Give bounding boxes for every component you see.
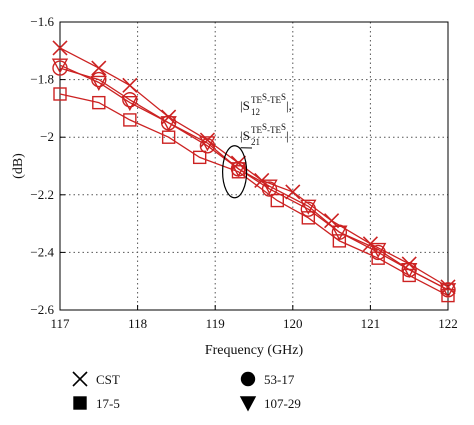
data-point-53-17 <box>300 201 317 217</box>
series-lines <box>59 47 449 297</box>
annotation-label-s21: |S21TES-TES| <box>240 122 289 147</box>
data-point-53-17 <box>122 92 138 108</box>
y-tick-label: −2 <box>40 129 54 144</box>
data-point-53-17 <box>261 181 278 197</box>
data-point-17-5 <box>123 113 137 127</box>
x-tick-label: 117 <box>50 316 70 331</box>
data-point-107-29 <box>401 262 418 279</box>
y-tick-label: −2.6 <box>30 302 54 317</box>
data-point-CST <box>199 132 216 148</box>
data-point-107-29 <box>439 283 457 299</box>
data-point-17-5 <box>371 251 385 265</box>
data-point-17-5 <box>270 193 284 208</box>
x-axis-ticks: 117 118 119 120 121 122 <box>50 305 458 331</box>
annotation-ellipse <box>222 145 248 199</box>
legend: CST 53-17 17-5 107-29 <box>72 371 301 412</box>
data-point-17-5 <box>332 234 347 248</box>
y-tick-label: −2.2 <box>30 187 54 202</box>
data-point-107-29 <box>300 199 317 215</box>
data-point-CST <box>91 60 107 76</box>
annotation-label-s12: |S12TES-TES|, <box>240 92 292 117</box>
x-tick-label: 121 <box>361 316 381 331</box>
y-tick-label: −1.8 <box>30 72 54 87</box>
data-point-CST <box>362 236 378 252</box>
data-point-17-5 <box>301 211 316 225</box>
data-point-107-29 <box>230 162 247 178</box>
series-markers <box>51 40 457 303</box>
legend-item-17-5: 17-5 <box>73 396 120 411</box>
data-point-107-29 <box>199 136 216 152</box>
legend-marker-17-5 <box>73 396 87 410</box>
legend-label: 107-29 <box>264 396 301 411</box>
data-point-CST <box>122 77 138 93</box>
annotation: |S12TES-TES|, |S21TES-TES| <box>222 92 292 199</box>
data-point-CST <box>285 184 301 200</box>
legend-label: CST <box>96 372 120 387</box>
series-line-17-5 <box>59 93 449 297</box>
data-point-107-29 <box>369 242 387 258</box>
data-point-107-29 <box>51 58 69 74</box>
data-point-53-17 <box>52 60 68 76</box>
x-tick-label: 122 <box>438 316 458 331</box>
data-point-53-17 <box>370 244 386 261</box>
data-point-53-17 <box>199 138 216 154</box>
legend-item-107-29: 107-29 <box>239 396 301 412</box>
data-point-53-17 <box>91 71 107 88</box>
series-line-CST <box>59 47 449 288</box>
y-axis-title: (dB) <box>11 153 26 179</box>
x-tick-label: 120 <box>283 316 303 331</box>
x-axis-title: Frequency (GHz) <box>205 343 304 358</box>
x-tick-label: 119 <box>206 316 225 331</box>
data-point-107-29 <box>121 95 139 112</box>
grid <box>59 21 449 311</box>
legend-item-CST: CST <box>72 371 120 387</box>
x-tick-label: 118 <box>128 316 147 331</box>
data-point-17-5 <box>53 87 67 101</box>
data-point-107-29 <box>160 116 177 132</box>
legend-marker-CST <box>72 371 88 387</box>
plot-frame <box>59 21 449 311</box>
data-point-17-5 <box>402 268 416 283</box>
data-point-CST <box>440 279 456 295</box>
data-point-17-5 <box>92 95 106 110</box>
legend-label: 17-5 <box>96 396 120 411</box>
legend-marker-107-29 <box>239 396 257 412</box>
y-tick-label: −1.6 <box>30 14 54 29</box>
legend-marker-53-17 <box>240 371 256 387</box>
data-point-CST <box>52 40 68 56</box>
y-tick-label: −2.4 <box>30 244 54 259</box>
data-point-17-5 <box>441 288 455 303</box>
data-point-CST <box>254 172 270 188</box>
legend-item-53-17: 53-17 <box>240 371 295 387</box>
legend-label: 53-17 <box>264 372 295 387</box>
data-point-107-29 <box>331 225 348 241</box>
data-point-17-5 <box>192 150 207 165</box>
y-axis-ticks: −1.6 −1.8 −2 −2.2 −2.4 −2.6 <box>30 14 65 317</box>
data-point-107-29 <box>261 179 278 195</box>
data-point-107-29 <box>90 75 107 91</box>
